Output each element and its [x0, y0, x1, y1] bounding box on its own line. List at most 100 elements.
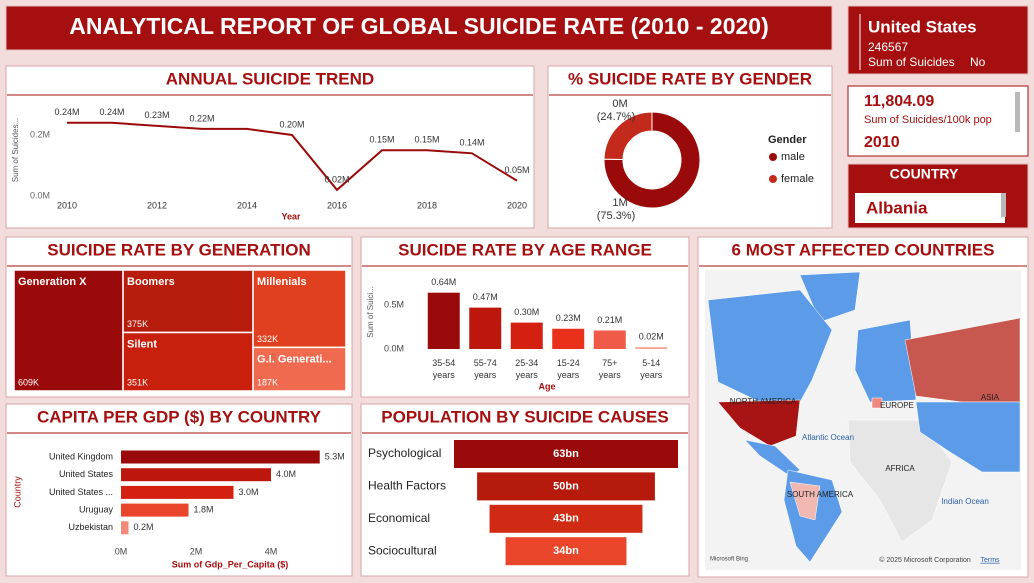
x-tick-label: 2010: [57, 200, 77, 210]
bar: [427, 292, 460, 349]
tile-label: Silent: [127, 338, 157, 350]
data-label: 1.8M: [194, 504, 214, 514]
slicer-item[interactable]: Albania: [866, 198, 928, 217]
legend-marker: [769, 153, 777, 161]
map-label: Atlantic Ocean: [802, 433, 854, 442]
data-label: 50bn: [553, 480, 579, 492]
bar: [552, 328, 585, 349]
card-label: Sum of Suicides: [868, 55, 955, 69]
map-label: EUROPE: [880, 401, 914, 410]
panel-title: SUICIDE RATE BY GENERATION: [47, 240, 311, 259]
funnel-bar: [489, 504, 643, 533]
funnel-bar: [477, 472, 655, 501]
x-tick-label: 2020: [507, 200, 527, 210]
card-year: 2010: [864, 134, 900, 151]
map-label: Indian Ocean: [941, 497, 989, 506]
data-label: 0.47M: [473, 292, 498, 302]
bar: [121, 485, 234, 499]
data-label: 0.24M: [54, 107, 79, 117]
tile-label: G.I. Generati...: [257, 353, 332, 365]
card-flag: No: [970, 55, 986, 69]
scrollbar[interactable]: [1015, 92, 1020, 132]
x-tick-label: 35-54 years: [432, 358, 455, 380]
data-label: 0.30M: [514, 307, 539, 317]
bar: [121, 468, 271, 482]
category-label: Economical: [368, 511, 430, 525]
map-region: [707, 289, 833, 403]
y-tick-label: 0.0M: [30, 190, 50, 200]
bar: [121, 521, 129, 535]
map-region: [854, 319, 917, 403]
bar: [469, 307, 502, 349]
map-label: SOUTH AMERICA: [787, 490, 854, 499]
y-tick-label: Uzbekistan: [68, 522, 113, 532]
kpi-card: [847, 85, 1029, 157]
treemap-tile: [122, 269, 254, 334]
funnel-bar: [505, 537, 627, 566]
report-title: ANALYTICAL REPORT OF GLOBAL SUICIDE RATE…: [69, 13, 769, 39]
y-tick-label: United States ...: [49, 487, 113, 497]
trend-line: [67, 121, 518, 192]
data-label: 0.02M: [639, 332, 664, 342]
data-label: 0.23M: [144, 110, 169, 120]
y-tick-label: United Kingdom: [49, 451, 113, 461]
y-axis-title: Sum of Suicides...: [11, 118, 20, 182]
data-label: 0.21M: [597, 315, 622, 325]
panel: [360, 236, 690, 398]
tile-label: Millenials: [257, 276, 307, 288]
panel-title: POPULATION BY SUICIDE CAUSES: [381, 407, 668, 426]
map-label: NORTH AMERICA: [730, 397, 797, 406]
tile-label: Boomers: [127, 276, 175, 288]
data-label: 0.14M: [459, 138, 484, 148]
panel-title: ANNUAL SUICIDE TREND: [166, 69, 374, 88]
data-label: 34bn: [553, 545, 579, 557]
y-tick-label: Uruguay: [79, 504, 114, 514]
bar: [593, 330, 626, 349]
bar: [635, 347, 668, 349]
panel-title: % SUICIDE RATE BY GENDER: [568, 69, 812, 88]
x-tick-label: 25-34 years: [515, 358, 538, 380]
y-tick-label: 0.5M: [384, 299, 404, 309]
y-tick-label: United States: [59, 469, 114, 479]
slicer-item-box[interactable]: [855, 193, 1005, 223]
data-label: 0.22M: [189, 113, 214, 123]
donut-slice: [603, 111, 701, 209]
map-region: [915, 401, 1021, 473]
x-axis-title: Sum of Gdp_Per_Capita ($): [172, 559, 289, 569]
panel: [5, 65, 535, 229]
card-label: Sum of Suicides/100k pop: [864, 114, 992, 126]
x-tick-label: 2M: [190, 546, 203, 556]
x-tick-label: 75+ years: [599, 358, 622, 380]
x-tick-label: 2012: [147, 200, 167, 210]
map-region: [717, 399, 801, 447]
y-axis-title: Country: [12, 476, 22, 508]
data-label: 4.0M: [276, 469, 296, 479]
category-label: Health Factors: [368, 479, 446, 493]
data-label: (75.3%): [597, 210, 636, 222]
map-label: AFRICA: [885, 464, 915, 473]
map-region: [871, 397, 883, 409]
map-credit: © 2025 Microsoft Corporation: [879, 556, 971, 564]
data-label: 609K: [18, 377, 39, 387]
map-terms[interactable]: Terms: [980, 557, 1000, 564]
data-label: 63bn: [553, 448, 579, 460]
card-country: United States: [868, 17, 977, 36]
panel-title: 6 MOST AFFECTED COUNTRIES: [732, 240, 995, 259]
x-tick-label: 15-24 years: [557, 358, 580, 380]
data-label: 43bn: [553, 513, 579, 525]
x-tick-label: 0M: [115, 546, 128, 556]
count-label: 1M: [612, 197, 627, 209]
data-label: 0.05M: [504, 165, 529, 175]
data-label: 0.15M: [414, 135, 439, 145]
x-tick-label: 55-74 years: [474, 358, 497, 380]
map-logo: Microsoft Bing: [710, 557, 748, 563]
scrollbar[interactable]: [1001, 193, 1006, 217]
x-tick-label: 2014: [237, 200, 257, 210]
map-region: [789, 481, 821, 521]
y-tick-label: 0.0M: [384, 343, 404, 353]
slicer-title: COUNTRY: [890, 166, 959, 182]
data-label: 332K: [257, 334, 278, 344]
legend-marker: [769, 175, 777, 183]
